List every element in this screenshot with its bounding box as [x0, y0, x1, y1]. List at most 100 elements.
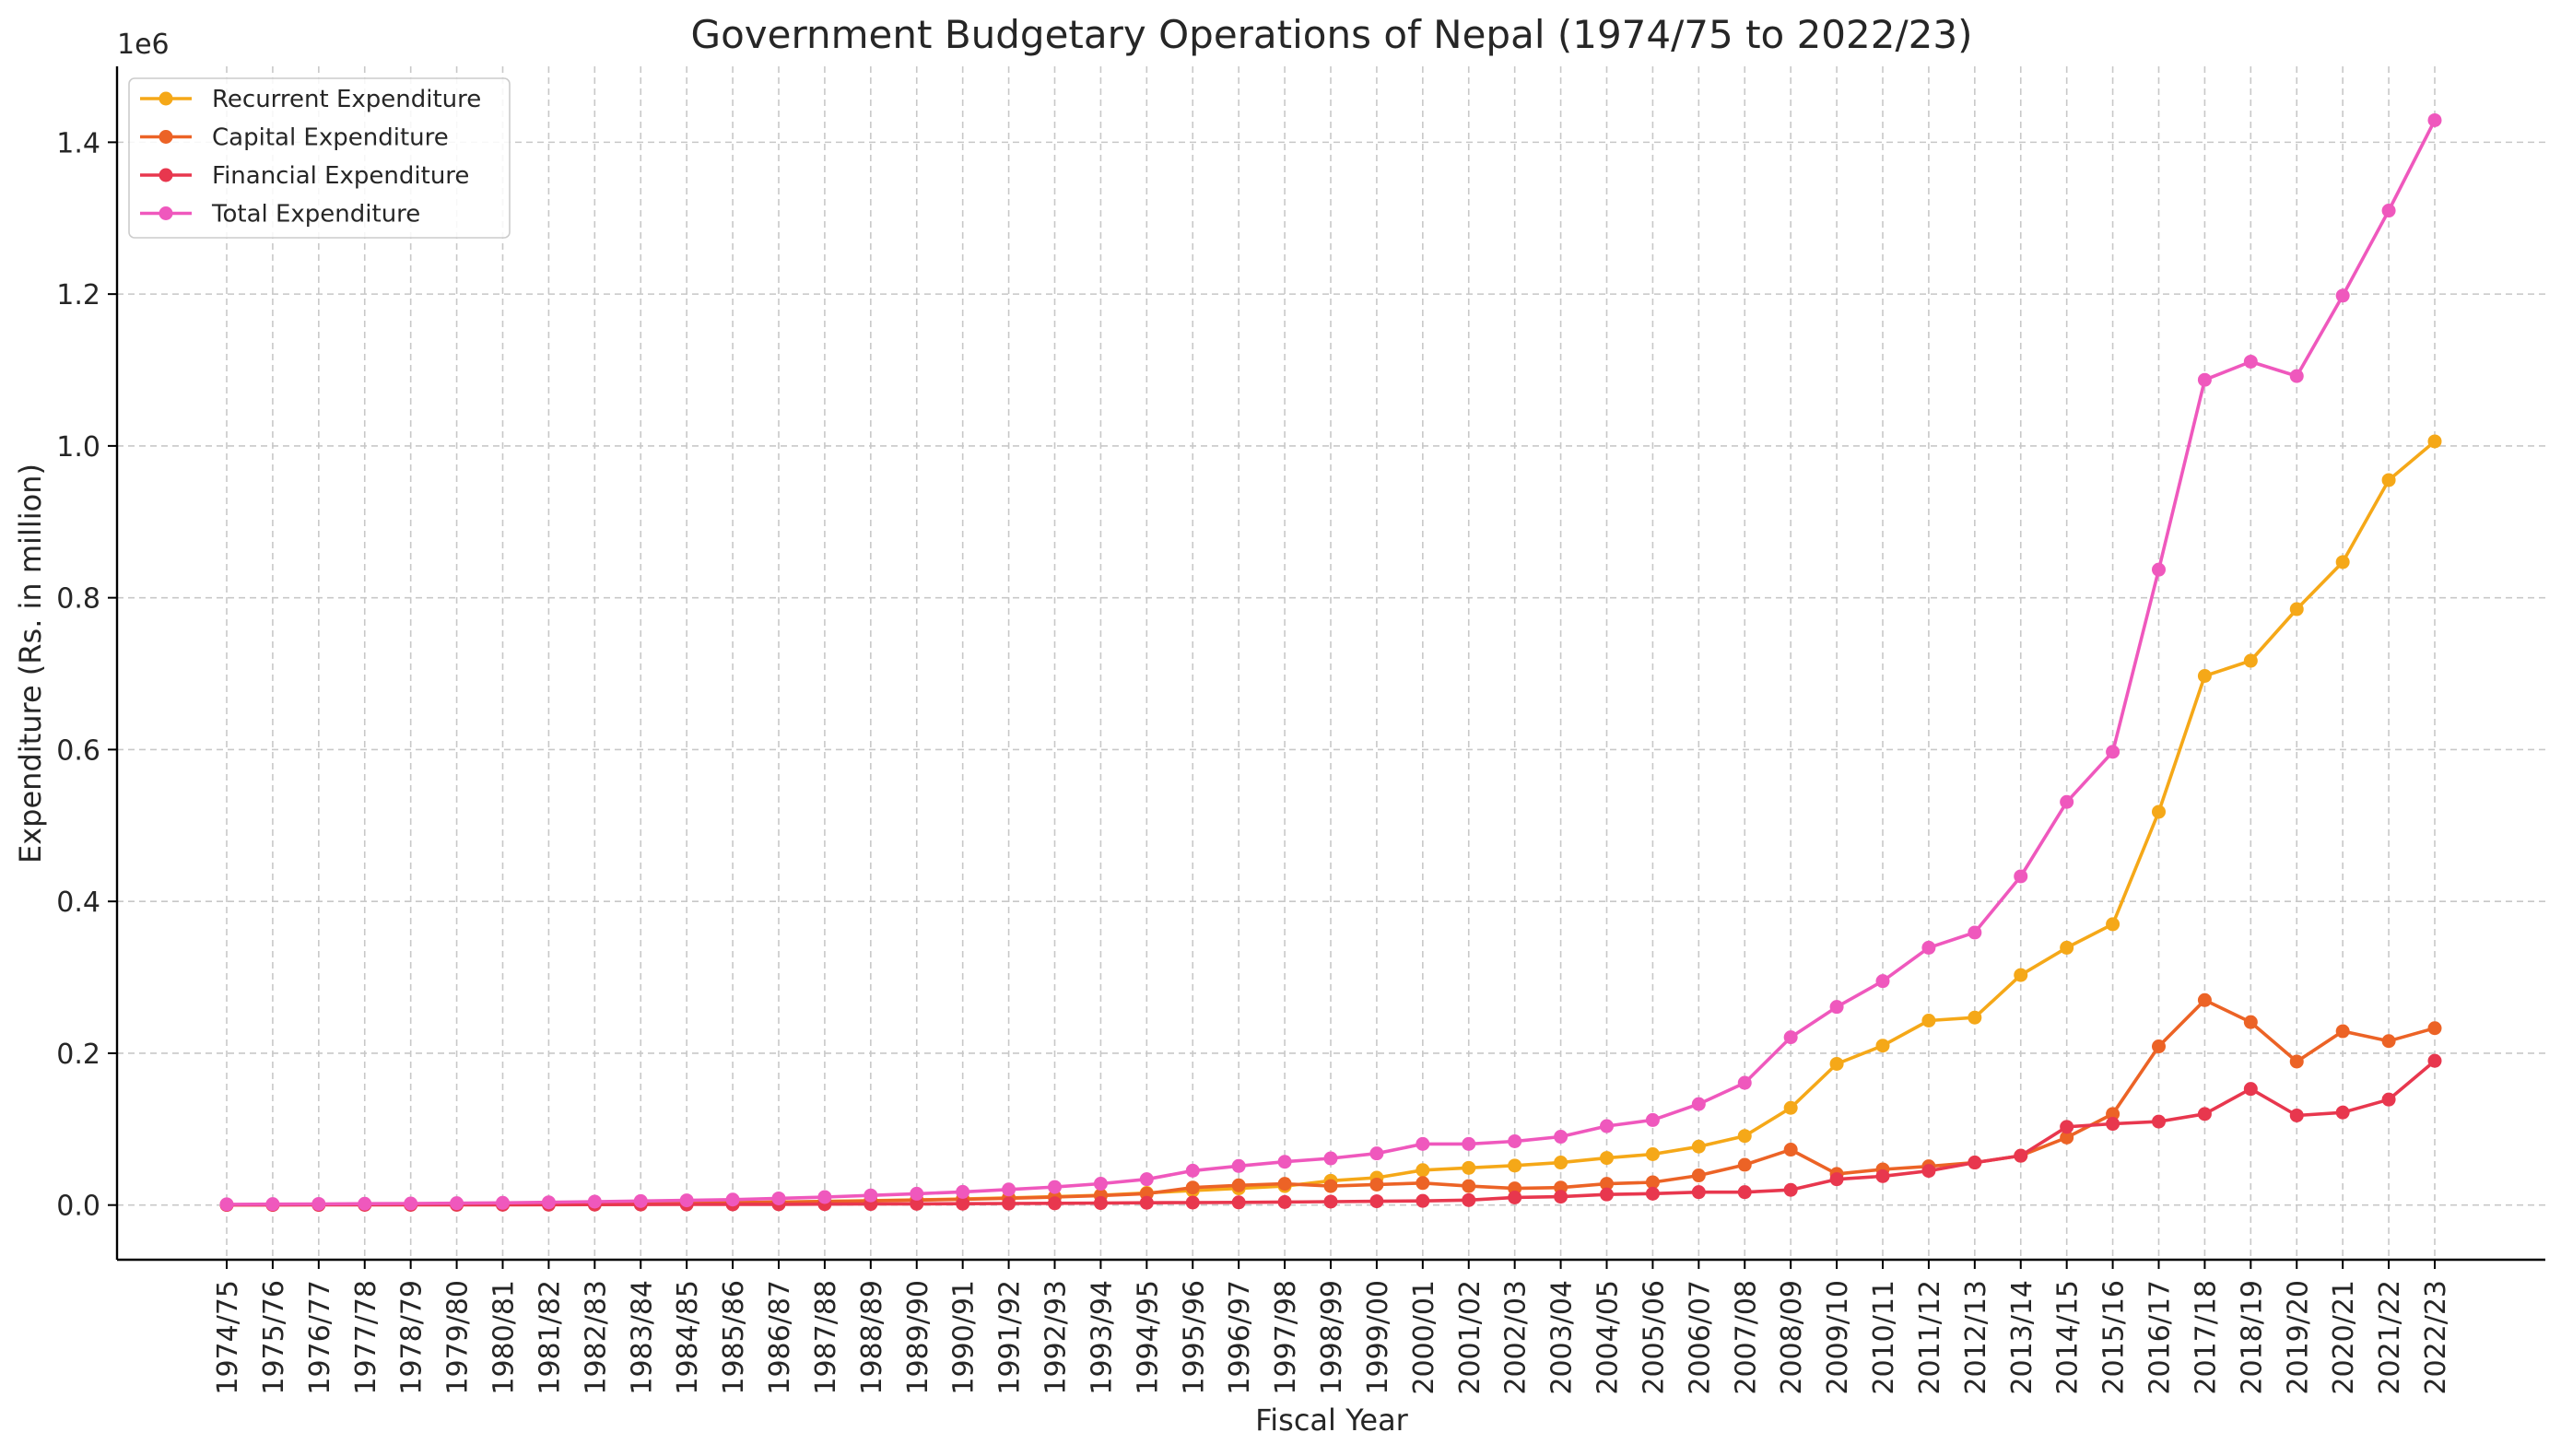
- data-point: [1645, 1112, 1660, 1127]
- data-point: [1554, 1156, 1568, 1170]
- data-point: [2381, 1034, 2396, 1049]
- data-point: [1783, 1030, 1798, 1045]
- x-tick-label: 2004/05: [1592, 1280, 1625, 1395]
- data-point: [1921, 1164, 1936, 1179]
- data-point: [1002, 1182, 1016, 1197]
- data-point: [1921, 1014, 1936, 1028]
- x-tick-label: 2015/16: [2098, 1280, 2131, 1395]
- data-point: [1645, 1186, 1660, 1201]
- legend-entry: Total Expenditure: [140, 201, 420, 229]
- x-tick-label: 2007/08: [1730, 1280, 1762, 1395]
- data-point: [1416, 1176, 1430, 1191]
- data-point: [1139, 1195, 1154, 1210]
- data-point: [1462, 1179, 1476, 1193]
- y-tick-label: 1.4: [56, 127, 100, 159]
- data-point: [2243, 1082, 2258, 1097]
- data-point: [311, 1196, 326, 1211]
- data-point: [1554, 1130, 1568, 1145]
- data-point: [1691, 1185, 1706, 1200]
- x-tick-label: 1989/90: [902, 1280, 934, 1395]
- x-tick-label: 1978/79: [396, 1280, 429, 1395]
- x-tick-label: 1985/86: [718, 1280, 750, 1395]
- data-point: [1875, 1039, 1890, 1053]
- data-point: [1185, 1195, 1200, 1210]
- data-point: [219, 1197, 234, 1212]
- x-tick-label: 2019/20: [2282, 1280, 2314, 1395]
- data-point: [2060, 940, 2074, 955]
- x-tick-label: 2021/22: [2374, 1280, 2406, 1395]
- x-tick-label: 1974/75: [212, 1280, 244, 1395]
- data-point: [1737, 1075, 1752, 1090]
- data-point: [1416, 1193, 1430, 1208]
- x-tick-label: 2017/18: [2190, 1280, 2222, 1395]
- data-point: [1369, 1194, 1384, 1209]
- data-point: [587, 1194, 602, 1209]
- x-tick-label: 1988/89: [856, 1280, 888, 1395]
- data-point: [2197, 669, 2212, 684]
- data-point: [2014, 869, 2028, 884]
- x-tick-label: 1982/83: [580, 1280, 612, 1395]
- data-point: [1737, 1185, 1752, 1200]
- data-point: [1921, 940, 1936, 955]
- data-point: [1691, 1168, 1706, 1183]
- data-point: [1645, 1175, 1660, 1190]
- data-point: [910, 1196, 924, 1211]
- data-point: [2335, 1105, 2350, 1120]
- data-point: [1691, 1139, 1706, 1154]
- data-point: [2243, 1015, 2258, 1029]
- data-point: [633, 1193, 648, 1208]
- x-tick-label: 2016/17: [2144, 1280, 2177, 1395]
- x-tick-label: 1981/82: [534, 1280, 566, 1395]
- y-tick-label: 0.2: [56, 1039, 100, 1071]
- data-point: [2152, 804, 2166, 819]
- data-point: [265, 1197, 280, 1212]
- x-tick-label: 2020/21: [2328, 1280, 2360, 1395]
- x-tick-label: 1984/85: [672, 1280, 704, 1395]
- data-point: [2060, 1120, 2074, 1134]
- data-point: [1369, 1177, 1384, 1192]
- data-point: [1462, 1160, 1476, 1175]
- x-tick-label: 2022/23: [2420, 1280, 2452, 1395]
- legend-label: Financial Expenditure: [212, 162, 469, 190]
- data-point: [1369, 1146, 1384, 1161]
- legend-marker: [159, 168, 173, 182]
- data-point: [863, 1188, 878, 1203]
- data-point: [1277, 1194, 1292, 1209]
- y-ticks: 0.0 0.2 0.4 0.6 0.8 1.0 1.2 1.4: [56, 127, 117, 1223]
- data-point: [1277, 1155, 1292, 1169]
- x-tick-label: 2000/01: [1408, 1280, 1440, 1395]
- data-point: [2106, 917, 2120, 932]
- data-point: [1508, 1158, 1522, 1173]
- legend-entry: Recurrent Expenditure: [140, 86, 481, 113]
- data-point: [679, 1193, 694, 1208]
- x-tick-label: 2018/19: [2236, 1280, 2268, 1395]
- data-point: [2197, 1107, 2212, 1121]
- data-point: [404, 1196, 418, 1211]
- data-point: [2197, 992, 2212, 1007]
- data-point: [1737, 1157, 1752, 1172]
- x-tick-label: 2003/04: [1546, 1280, 1579, 1395]
- data-point: [1185, 1163, 1200, 1178]
- data-point: [956, 1196, 970, 1211]
- x-tick-label: 1983/84: [626, 1280, 658, 1395]
- data-point: [1231, 1178, 1246, 1192]
- legend: Recurrent Expenditure Capital Expenditure…: [128, 77, 511, 239]
- data-point: [2289, 369, 2304, 383]
- data-point: [2106, 1107, 2120, 1121]
- data-point: [1968, 1010, 1982, 1025]
- x-tick-label: 1990/91: [948, 1280, 981, 1395]
- data-point: [1968, 925, 1982, 940]
- data-point: [1462, 1136, 1476, 1151]
- data-point: [2427, 112, 2442, 127]
- legend-label: Recurrent Expenditure: [212, 86, 481, 113]
- data-point: [1323, 1179, 1338, 1193]
- data-point: [2335, 288, 2350, 303]
- data-point: [2243, 354, 2258, 369]
- data-point: [2014, 968, 2028, 982]
- data-point: [2152, 1114, 2166, 1129]
- data-point: [2060, 794, 2074, 809]
- data-point: [450, 1196, 464, 1211]
- data-point: [2014, 1148, 2028, 1163]
- data-point: [2152, 1039, 2166, 1054]
